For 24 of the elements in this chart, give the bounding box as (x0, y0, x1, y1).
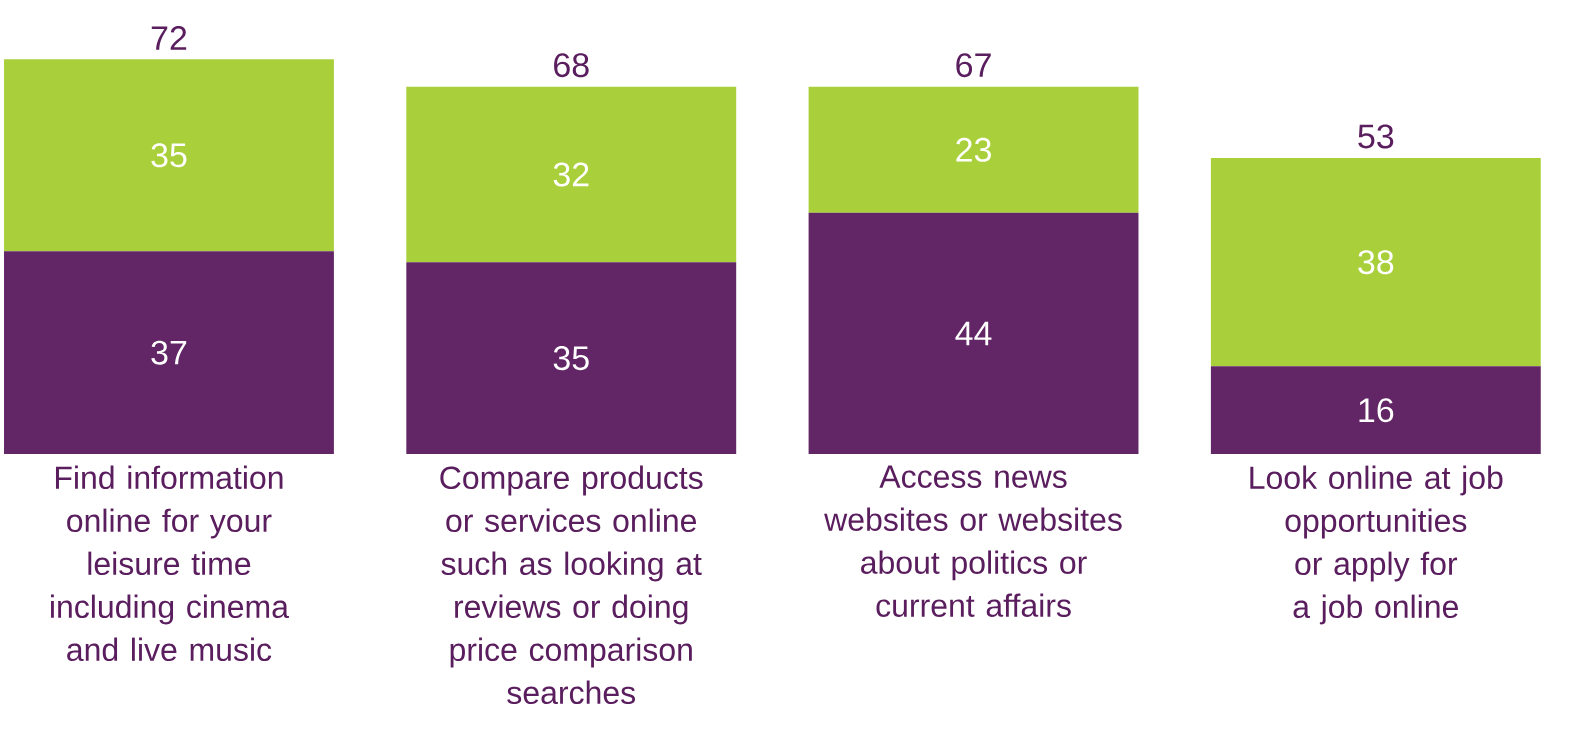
total-label: 72 (151, 26, 187, 50)
bar (406, 262, 737, 455)
x-tick-label: Access news websites or websites about politics or current affairs (824, 465, 1122, 617)
data-label: 32 (553, 162, 589, 187)
data-label: 23 (956, 137, 991, 162)
data-label: 38 (1358, 250, 1394, 275)
total-label: 67 (956, 53, 991, 78)
x-tick-label: Look online at job opportunities or apply for a job online (1250, 465, 1503, 625)
total-label: 68 (554, 53, 589, 78)
data-label: 16 (1359, 398, 1394, 423)
x-tick-label: Compare products or services online such as looking at reviews or doing price comparison searches (440, 465, 703, 705)
bar (4, 251, 334, 455)
data-label: 35 (151, 143, 187, 168)
bar (1210, 366, 1541, 455)
data-label: 44 (955, 321, 992, 346)
data-label: 35 (553, 346, 589, 371)
bar (406, 86, 737, 263)
bar (808, 212, 1139, 455)
x-tick-label: Find information online for your leisure time including cinema and live music (51, 465, 289, 662)
bar (4, 59, 334, 252)
total-label: 53 (1358, 124, 1394, 149)
data-label: 37 (151, 340, 187, 365)
bar (1210, 157, 1541, 367)
bar (808, 86, 1139, 213)
